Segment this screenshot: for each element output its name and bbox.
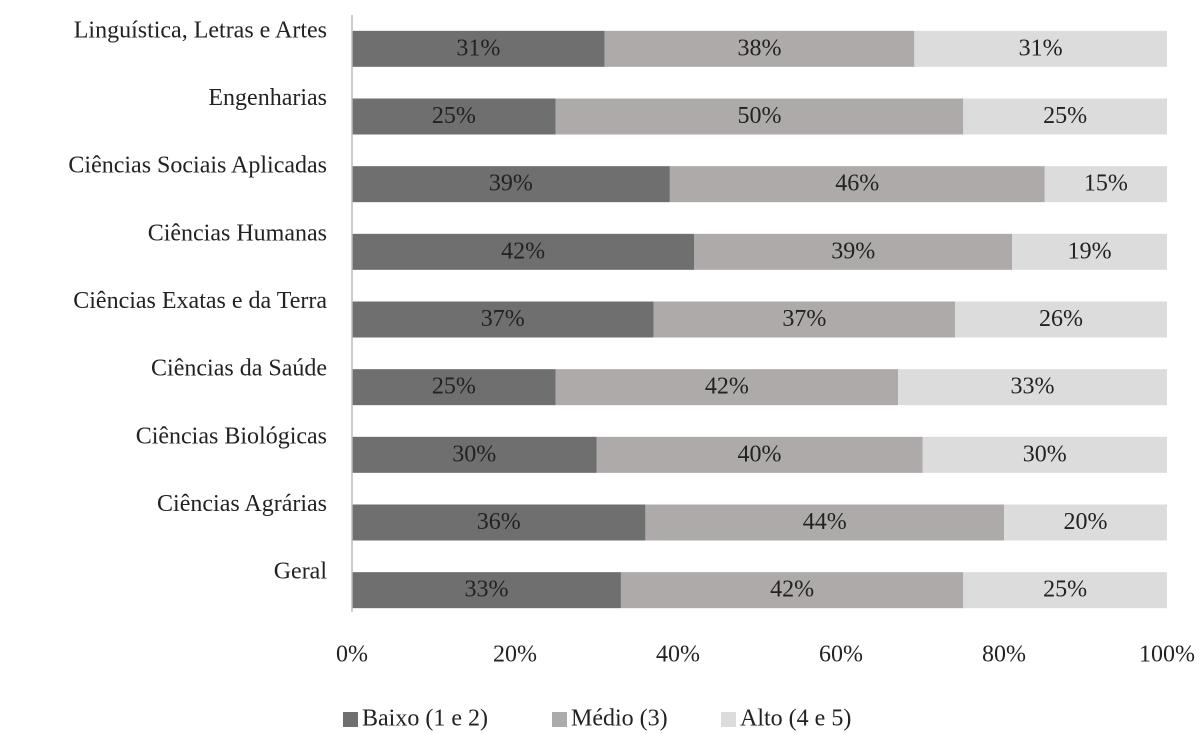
- y-tick-label: Geral: [274, 559, 328, 585]
- data-label: 25%: [432, 374, 476, 400]
- y-tick-label: Ciências Biológicas: [136, 423, 327, 449]
- bar-segment: [620, 572, 964, 609]
- data-label: 38%: [738, 35, 782, 61]
- data-label: 37%: [481, 306, 525, 332]
- bar-segment: [352, 233, 695, 270]
- data-label: 25%: [432, 103, 476, 129]
- data-label: 25%: [1043, 577, 1087, 603]
- bar-segment: [669, 166, 1045, 203]
- legend-swatch: [552, 712, 567, 727]
- bar-segment: [653, 301, 956, 338]
- y-tick-label: Ciências Humanas: [148, 220, 327, 246]
- data-label: 20%: [1064, 509, 1108, 535]
- y-tick-label: Ciências da Saúde: [151, 356, 327, 382]
- bar-segment: [352, 301, 654, 338]
- data-label: 42%: [770, 577, 814, 603]
- legend-swatch: [721, 712, 736, 727]
- data-label: 31%: [456, 35, 500, 61]
- x-tick-label: 100%: [1139, 642, 1195, 668]
- bar-segment: [352, 30, 605, 67]
- data-label: 19%: [1068, 238, 1112, 264]
- data-label: 15%: [1084, 171, 1128, 197]
- data-label: 50%: [738, 103, 782, 129]
- data-label: 39%: [831, 238, 875, 264]
- bar-segment: [1012, 233, 1167, 270]
- data-label: 36%: [477, 509, 521, 535]
- data-label: 26%: [1039, 306, 1083, 332]
- data-label: 40%: [738, 441, 782, 467]
- data-label: 37%: [782, 306, 826, 332]
- bar-segment: [963, 98, 1167, 135]
- y-tick-label: Engenharias: [208, 85, 327, 111]
- bar-segment: [352, 436, 597, 473]
- legend-swatch: [343, 712, 358, 727]
- x-tick-label: 60%: [819, 642, 863, 668]
- data-label: 30%: [1023, 441, 1067, 467]
- x-tick-label: 80%: [982, 642, 1026, 668]
- bar-segment: [555, 98, 964, 135]
- data-label: 31%: [1019, 35, 1063, 61]
- y-tick-label: Ciências Agrárias: [157, 491, 327, 517]
- data-label: 42%: [501, 238, 545, 264]
- x-tick-label: 20%: [493, 642, 537, 668]
- bar-segment: [352, 504, 646, 541]
- y-tick-label: Ciências Sociais Aplicadas: [68, 153, 327, 179]
- data-label: 25%: [1043, 103, 1087, 129]
- data-label: 46%: [835, 171, 879, 197]
- data-label: 44%: [803, 509, 847, 535]
- bar-segment: [352, 572, 621, 609]
- data-label: 33%: [1011, 374, 1055, 400]
- legend-label: Alto (4 e 5): [740, 706, 851, 732]
- bar-segment: [694, 233, 1013, 270]
- data-label: 42%: [705, 374, 749, 400]
- bar-segment: [352, 166, 670, 203]
- bar-segment: [596, 436, 923, 473]
- bar-segment: [955, 301, 1167, 338]
- bar-segment: [604, 30, 915, 67]
- bar-segment: [914, 30, 1167, 67]
- bar-segment: [555, 369, 899, 406]
- bar-segment: [898, 369, 1167, 406]
- legend-label: Baixo (1 e 2): [362, 706, 488, 732]
- legend-label: Médio (3): [571, 706, 668, 732]
- data-label: 33%: [464, 577, 508, 603]
- data-label: 30%: [452, 441, 496, 467]
- bar-segment: [922, 436, 1167, 473]
- data-label: 39%: [489, 171, 533, 197]
- bar-segment: [1044, 166, 1167, 203]
- bar-segment: [1004, 504, 1167, 541]
- y-tick-label: Linguística, Letras e Artes: [74, 17, 327, 43]
- bar-segment: [963, 572, 1167, 609]
- y-tick-label: Ciências Exatas e da Terra: [73, 288, 327, 314]
- bar-segment: [645, 504, 1004, 541]
- bar-segment: [352, 369, 556, 406]
- x-tick-label: 40%: [656, 642, 700, 668]
- bar-segment: [352, 98, 556, 135]
- x-tick-label: 0%: [336, 642, 368, 668]
